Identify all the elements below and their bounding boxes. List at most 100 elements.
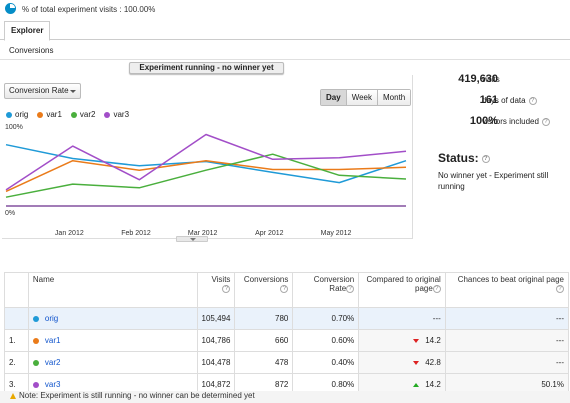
help-icon[interactable]: ? [481, 154, 490, 163]
row-rate: 0.70% [292, 307, 360, 330]
table-row-var1[interactable]: 1. var1 104,786 660 0.60% 14.2 --- [4, 329, 570, 352]
status-heading: Status:? [438, 151, 490, 165]
row-name: var1 [27, 329, 198, 352]
compared-value: 14.2 [425, 380, 441, 389]
header-conversion-rate[interactable]: Conversion Rate? [292, 272, 360, 308]
header-visits[interactable]: Visits? [196, 272, 236, 308]
period-day-button[interactable]: Day [321, 90, 347, 105]
stat-value: 161 [479, 94, 498, 106]
subnav-conversions[interactable]: Conversions [9, 46, 54, 55]
row-rate: 0.40% [292, 351, 360, 374]
stat-visits: 419,630 visits [420, 73, 570, 87]
row-index: 2. [4, 351, 29, 374]
header-chance[interactable]: Chances to beat original page? [444, 272, 570, 308]
stat-days: 161 days of data? [420, 94, 570, 108]
row-chance: --- [444, 329, 570, 352]
row-compared: 42.8 [358, 351, 446, 374]
help-icon[interactable]: ? [541, 117, 550, 126]
stat-label-text: days of data [482, 96, 526, 105]
x-tick-label: Jan 2012 [55, 230, 84, 237]
series-swatch [32, 337, 39, 344]
row-visits: 104,478 [196, 351, 236, 374]
series-line-var2 [5, 153, 407, 198]
chart-resize-handle[interactable] [176, 236, 208, 242]
series-swatch [32, 381, 39, 388]
row-conversions: 780 [234, 307, 294, 330]
variation-link[interactable]: var3 [44, 380, 61, 389]
legend-label: var3 [113, 110, 130, 119]
series-line-orig [5, 143, 407, 184]
row-rate: 0.60% [292, 329, 360, 352]
stat-visitors-included: 100% visitors included? [420, 115, 570, 129]
segment-label: % of total experiment visits : 100.00% [22, 5, 156, 14]
row-index [4, 307, 29, 330]
experiment-status-banner: Experiment running - no winner yet [129, 62, 284, 74]
header-compared[interactable]: Compared to original page? [358, 272, 446, 308]
help-icon[interactable]: ? [556, 285, 564, 294]
legend-item-orig[interactable]: orig [6, 110, 28, 119]
stat-label: visits [482, 75, 500, 84]
legend-swatch [37, 111, 44, 118]
series-line-var3 [5, 133, 407, 191]
variation-link[interactable]: orig [44, 314, 59, 323]
row-index: 1. [4, 329, 29, 352]
stat-label-text: visitors included [482, 117, 539, 126]
header-label: Conversions [243, 275, 289, 284]
arrow-down-icon [413, 338, 420, 343]
row-chance: --- [444, 307, 570, 330]
legend-item-var1[interactable]: var1 [37, 110, 62, 119]
series-line-var1 [5, 159, 407, 193]
row-conversions: 872 [234, 373, 294, 396]
stat-label: visitors included? [482, 117, 550, 126]
row-visits: 105,494 [196, 307, 236, 330]
row-conversions: 660 [234, 329, 294, 352]
header-label: Visits [211, 275, 231, 284]
header-label: Conversion Rate [313, 275, 355, 293]
period-week-button[interactable]: Week [346, 90, 378, 105]
stat-value: 100% [469, 115, 498, 127]
pie-chart-icon [5, 3, 16, 14]
tab-explorer[interactable]: Explorer [4, 21, 51, 41]
legend-item-var3[interactable]: var3 [104, 110, 129, 119]
chevron-down-icon [70, 90, 76, 93]
legend-item-var2[interactable]: var2 [70, 110, 95, 119]
period-month-button[interactable]: Month [378, 90, 411, 105]
series-swatch [32, 315, 39, 322]
row-name: orig [27, 307, 198, 330]
conversion-rate-chart[interactable]: 100% 0% Jan 2012 Feb 2012 Mar 2012 Apr 2012 Ma… [0, 118, 412, 238]
period-toggle: Day Week Month [320, 89, 412, 106]
x-tick-label: Feb 2012 [121, 230, 151, 237]
metric-dropdown-label: Conversion Rate [9, 86, 69, 95]
metric-dropdown[interactable]: Conversion Rate [4, 83, 81, 99]
table-row-var2[interactable]: 2. var2 104,478 478 0.40% 42.8 --- [4, 351, 570, 374]
legend-label: var1 [46, 110, 62, 119]
segment-bar: % of total experiment visits : 100.00% [0, 0, 570, 18]
legend-swatch [104, 111, 111, 118]
header-conversions[interactable]: Conversions? [234, 272, 294, 308]
help-icon[interactable]: ? [346, 285, 355, 294]
x-tick-label: Mar 2012 [188, 230, 218, 237]
arrow-up-icon [413, 382, 420, 387]
help-icon[interactable]: ? [432, 285, 441, 294]
legend-swatch [70, 111, 77, 118]
header-label: Compared to original page [366, 275, 441, 293]
stat-label: days of data? [482, 96, 537, 105]
note-text: Note: Experiment is still running - no w… [19, 391, 255, 400]
header-name: Name [27, 272, 198, 308]
row-conversions: 478 [234, 351, 294, 374]
help-icon[interactable]: ? [528, 96, 537, 105]
status-title: Status: [438, 151, 479, 165]
compared-value: 14.2 [425, 336, 441, 345]
variation-link[interactable]: var1 [44, 336, 61, 345]
variation-link[interactable]: var2 [44, 358, 61, 367]
table-row-orig[interactable]: orig 105,494 780 0.70% --- --- [4, 307, 570, 330]
legend-label: orig [15, 110, 29, 119]
warning-icon [10, 393, 16, 399]
help-icon[interactable]: ? [222, 285, 231, 294]
stat-value: 419,630 [458, 73, 498, 85]
compared-value: 42.8 [425, 358, 441, 367]
header-label: Chances to beat original page [457, 275, 564, 284]
help-icon[interactable]: ? [280, 285, 289, 294]
row-compared: 14.2 [358, 329, 446, 352]
x-tick-label: May 2012 [321, 230, 352, 237]
